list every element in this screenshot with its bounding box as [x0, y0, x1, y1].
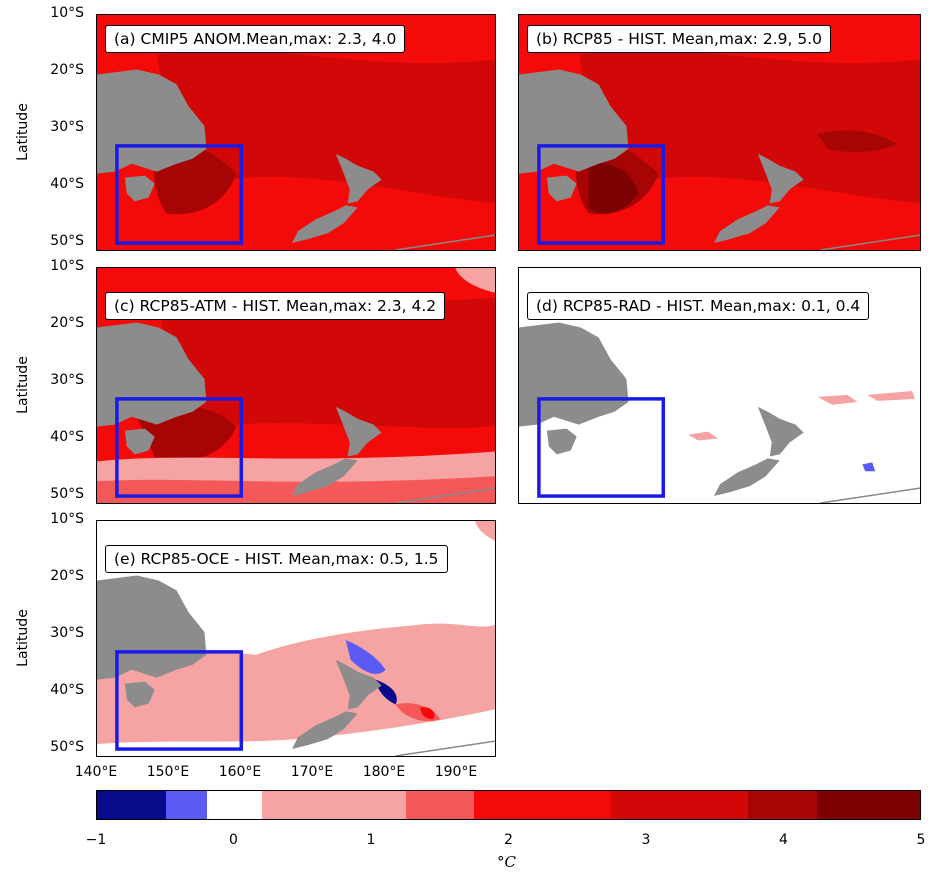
- field-hotspot-east: [817, 130, 898, 153]
- colorbar-tick-label: 0: [229, 832, 238, 848]
- nz-north-island: [335, 406, 382, 457]
- map-b: [519, 15, 920, 250]
- antarctic-edge: [820, 234, 920, 250]
- field-ne-pink: [455, 268, 495, 293]
- region-box: [115, 144, 244, 245]
- x-tick-label: 150°E: [146, 764, 190, 780]
- y-tick-label: 20°S: [50, 315, 84, 331]
- y-tick-label: 30°S: [50, 119, 84, 135]
- field-south: [97, 213, 495, 250]
- panel-a-title: (a) CMIP5 ANOM.Mean,max: 2.3, 4.0: [105, 25, 406, 53]
- antarctic-edge: [395, 234, 495, 250]
- colorbar-tick-label: 3: [641, 832, 651, 848]
- panel-d-title: (d) RCP85-RAD - HIST. Mean,max: 0.1, 0.4: [527, 292, 870, 320]
- field-hotspot-core: [588, 162, 639, 214]
- colorbar-tick-label: −1: [85, 832, 107, 848]
- panel-b-title: (b) RCP85 - HIST. Mean,max: 2.9, 5.0: [527, 25, 831, 53]
- region-box: [115, 397, 244, 498]
- nz-north-island: [757, 406, 804, 457]
- colorbar-segment: [261, 791, 406, 819]
- y-tick-label: 40°S: [50, 682, 84, 698]
- y-tick-label: 50°S: [50, 486, 84, 502]
- antarctic-edge: [395, 487, 495, 503]
- antarctic-edge: [395, 740, 495, 756]
- field-patch-3: [867, 390, 916, 401]
- colorbar-segment: [748, 791, 818, 819]
- antarctic-edge: [820, 487, 920, 503]
- colorbar-segment: [165, 791, 207, 819]
- map-panel-d: (d) RCP85-RAD - HIST. Mean,max: 0.1, 0.4: [518, 267, 921, 504]
- x-tick-label: 180°E: [362, 764, 406, 780]
- map-panel-b: (b) RCP85 - HIST. Mean,max: 2.9, 5.0: [518, 14, 921, 251]
- field-warm-band: [156, 294, 495, 428]
- field-ne-pink: [475, 521, 495, 541]
- colorbar-segment: [474, 791, 612, 819]
- x-tick-label: 170°E: [290, 764, 334, 780]
- x-tick-label: 160°E: [218, 764, 262, 780]
- y-tick-label: 50°S: [50, 739, 84, 755]
- colorbar-segment: [611, 791, 749, 819]
- panel-e-title: (e) RCP85-OCE - HIST. Mean,max: 0.5, 1.5: [105, 545, 448, 573]
- y-tick-label: 10°S: [50, 511, 84, 527]
- colorbar-tick-label: 2: [504, 832, 513, 848]
- map-panel-a: (a) CMIP5 ANOM.Mean,max: 2.3, 4.0: [96, 14, 496, 251]
- map-a: [97, 15, 495, 250]
- y-tick-label: 20°S: [50, 568, 84, 584]
- x-tick-label: 140°E: [74, 764, 118, 780]
- australia-landmass: [97, 575, 207, 680]
- region-box: [537, 397, 666, 498]
- colorbar-segment: [97, 791, 166, 819]
- nz-south-island: [714, 205, 780, 244]
- field-red-core: [420, 707, 435, 720]
- field-patch-2: [688, 431, 719, 441]
- y-tick-label: 50°S: [50, 233, 84, 249]
- field-south: [519, 213, 920, 250]
- region-box: [115, 650, 244, 751]
- colorbar: [96, 790, 921, 820]
- map-panel-e: (e) RCP85-OCE - HIST. Mean,max: 0.5, 1.5: [96, 520, 496, 757]
- map-panel-c: (c) RCP85-ATM - HIST. Mean,max: 2.3, 4.2: [96, 267, 496, 504]
- colorbar-tick-label: 1: [366, 832, 376, 848]
- tasmania-landmass: [546, 428, 577, 455]
- field-patch-blue: [862, 462, 876, 472]
- nz-south-island: [292, 458, 358, 497]
- tasmania-landmass: [124, 681, 155, 708]
- y-tick-label: 40°S: [50, 176, 84, 192]
- colorbar-segment: [206, 791, 262, 819]
- field-patch-1: [817, 394, 858, 405]
- nz-north-island: [335, 659, 382, 710]
- tasmania-landmass: [124, 428, 155, 455]
- y-tick-label: 40°S: [50, 429, 84, 445]
- x-tick-label: 190°E: [434, 764, 478, 780]
- nz-south-island: [292, 205, 358, 244]
- region-box: [537, 144, 666, 245]
- colorbar-tick-label: 5: [916, 832, 926, 848]
- nz-north-island: [757, 153, 804, 204]
- y-tick-label: 30°S: [50, 625, 84, 641]
- tasmania-landmass: [124, 175, 155, 202]
- colorbar-tick-label: 4: [779, 832, 788, 848]
- tasmania-landmass: [546, 175, 577, 202]
- panel-c-title: (c) RCP85-ATM - HIST. Mean,max: 2.3, 4.2: [105, 292, 446, 320]
- y-tick-label: 30°S: [50, 372, 84, 388]
- nz-north-island: [335, 153, 382, 204]
- colorbar-unit: °C: [497, 853, 516, 871]
- field-blue: [345, 639, 386, 674]
- colorbar-segment: [405, 791, 475, 819]
- y-tick-label: 10°S: [50, 258, 84, 274]
- y-tick-label: 10°S: [50, 5, 84, 21]
- colorbar-segment: [817, 791, 920, 819]
- nz-south-island: [292, 711, 358, 750]
- nz-south-island: [714, 458, 780, 497]
- y-tick-label: 20°S: [50, 62, 84, 78]
